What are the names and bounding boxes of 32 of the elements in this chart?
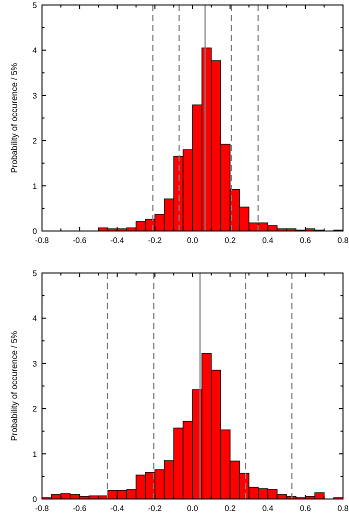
y-tick-label: 3: [32, 359, 38, 368]
x-tick-label: -0.6: [72, 504, 88, 513]
y-axis-title: Probability of occurence / 5%: [9, 330, 19, 442]
x-tick-label: 0.6: [300, 504, 312, 513]
y-tick-label: 1: [32, 450, 38, 459]
x-tick-label: 0.4: [262, 236, 274, 245]
x-tick-label: 0.2: [224, 504, 236, 513]
x-tick-label: 0.8: [337, 236, 349, 245]
x-tick-label: -0.2: [148, 236, 162, 245]
x-tick-label: 0.0: [186, 236, 199, 245]
x-tick-label: 0.8: [337, 504, 349, 513]
y-tick-label: 3: [32, 91, 38, 100]
x-tick-label: -0.4: [110, 236, 125, 245]
x-tick-label: 0.0: [186, 504, 199, 513]
y-tick-label: 1: [32, 182, 38, 191]
y-axis-title: Probability of occurence / 5%: [9, 62, 19, 174]
x-tick-label: 0.4: [262, 504, 274, 513]
y-tick-label: 5: [32, 269, 38, 278]
y-tick-label: 0: [32, 227, 38, 236]
y-tick-label: 4: [32, 46, 38, 56]
x-tick-label: -0.6: [72, 236, 88, 245]
x-tick-label: 0.6: [300, 236, 312, 245]
x-tick-label: 0.2: [224, 236, 236, 245]
x-tick-label: -0.8: [35, 504, 50, 513]
y-tick-label: 2: [32, 136, 38, 146]
x-tick-label: -0.4: [110, 504, 125, 513]
x-tick-label: -0.8: [35, 236, 50, 245]
y-tick-label: 0: [32, 495, 38, 504]
y-tick-label: 4: [32, 314, 38, 324]
x-tick-label: -0.2: [148, 504, 162, 513]
y-tick-label: 5: [32, 1, 38, 10]
y-tick-label: 2: [32, 404, 38, 414]
